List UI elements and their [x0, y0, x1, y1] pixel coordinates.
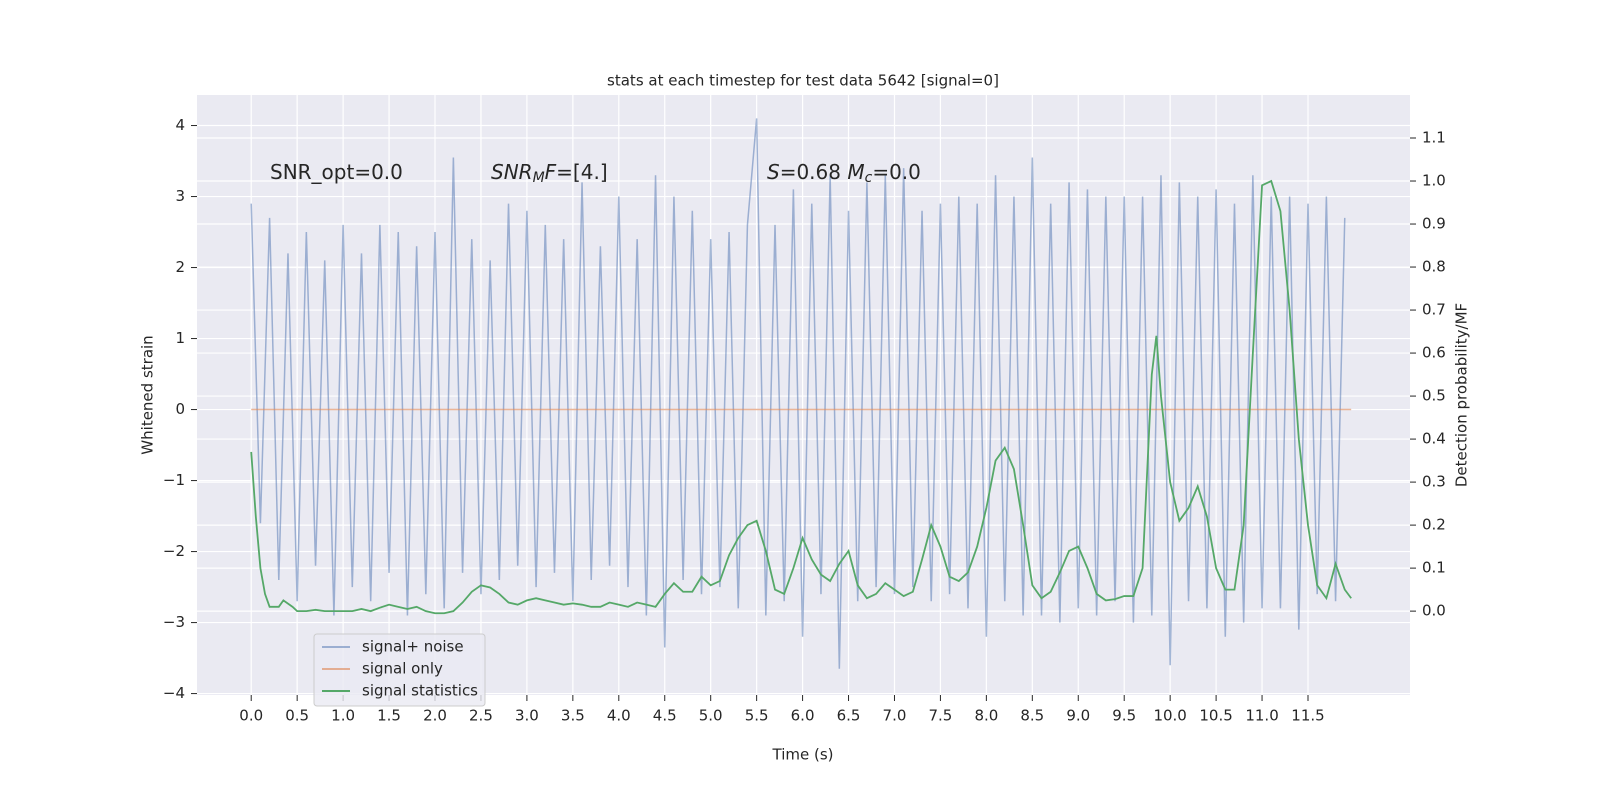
- x-tick-label: 1.5: [377, 707, 401, 725]
- y-axis-label: Whitened strain: [139, 335, 157, 454]
- y-tick-label: −3: [163, 613, 185, 631]
- y-tick-label: 2: [175, 258, 185, 276]
- y2-tick-label: 0.7: [1422, 301, 1446, 319]
- x-tick-label: 9.5: [1112, 707, 1136, 725]
- chart-title: stats at each timestep for test data 564…: [607, 72, 999, 90]
- x-tick-label: 6.0: [791, 707, 815, 725]
- x-tick-label: 1.0: [331, 707, 355, 725]
- x-tick-label: 4.0: [607, 707, 631, 725]
- annotation-part: M: [533, 170, 545, 186]
- y2-tick-label: 0.1: [1422, 559, 1446, 577]
- x-tick-label: 9.0: [1066, 707, 1090, 725]
- y2-tick-label: 0.4: [1422, 430, 1446, 448]
- series-line: [250, 179, 1352, 615]
- x-tick-label: 8.0: [974, 707, 998, 725]
- y-tick-label: 0: [175, 400, 185, 418]
- annotation: SNR_opt=0.0: [270, 160, 403, 184]
- x-tick-label: 5.5: [745, 707, 769, 725]
- y2-axis-label: Detection probability/MF: [1453, 303, 1471, 487]
- x-tick-label: 3.5: [561, 707, 585, 725]
- y2-tick-label: 0.2: [1422, 516, 1446, 534]
- y2-tick-label: 0.5: [1422, 387, 1446, 405]
- y2-tick-label: 1.1: [1422, 129, 1446, 147]
- x-tick-label: 8.5: [1020, 707, 1044, 725]
- y-tick-label: −4: [163, 684, 185, 702]
- x-tick-label: 6.5: [837, 707, 861, 725]
- annotation: SNRMF=[4.]: [491, 160, 608, 187]
- annotation-part: F: [545, 160, 557, 184]
- annotation-part: c: [865, 170, 873, 186]
- x-tick-label: 7.0: [883, 707, 907, 725]
- x-tick-label: 2.0: [423, 707, 447, 725]
- x-tick-label: 10.5: [1199, 707, 1232, 725]
- y2-tick-label: 0.6: [1422, 344, 1446, 362]
- legend-label: signal+ noise: [362, 638, 464, 656]
- annotation-part: =0.0: [872, 160, 921, 184]
- y-tick-label: 3: [175, 187, 185, 205]
- legend-label: signal only: [362, 660, 443, 678]
- x-tick-label: 11.0: [1245, 707, 1278, 725]
- annotation: S=0.68 Mc=0.0: [767, 160, 921, 187]
- y-tick-label: 1: [175, 329, 185, 347]
- series-line: [250, 118, 1346, 669]
- x-tick-label: 4.5: [653, 707, 677, 725]
- x-tick-label: 7.5: [928, 707, 952, 725]
- annotation-part: SNR_opt=0.0: [270, 160, 403, 184]
- y2-tick-label: 0.8: [1422, 258, 1446, 276]
- y2-tick-label: 0.3: [1422, 473, 1446, 491]
- annotation-part: =[4.]: [556, 160, 607, 184]
- x-tick-label: 0.5: [285, 707, 309, 725]
- y-tick-label: −1: [163, 471, 185, 489]
- x-tick-label: 3.0: [515, 707, 539, 725]
- x-tick-label: 10.0: [1153, 707, 1186, 725]
- x-tick-label: 2.5: [469, 707, 493, 725]
- y-tick-label: 4: [175, 116, 185, 134]
- x-axis-label: Time (s): [772, 746, 834, 764]
- y2-tick-label: 0.9: [1422, 215, 1446, 233]
- annotation-part: SNR: [491, 160, 533, 184]
- annotation-part: =0.68: [780, 160, 848, 184]
- legend-box: [313, 633, 486, 707]
- x-tick-label: 0.0: [239, 707, 263, 725]
- y2-tick-label: 1.0: [1422, 172, 1446, 190]
- annotation-part: M: [847, 160, 864, 184]
- legend-label: signal statistics: [362, 682, 478, 700]
- y2-tick-label: 0.0: [1422, 602, 1446, 620]
- annotation-part: S: [767, 160, 780, 184]
- x-tick-label: 5.0: [699, 707, 723, 725]
- x-tick-label: 11.5: [1291, 707, 1324, 725]
- y-tick-label: −2: [163, 542, 185, 560]
